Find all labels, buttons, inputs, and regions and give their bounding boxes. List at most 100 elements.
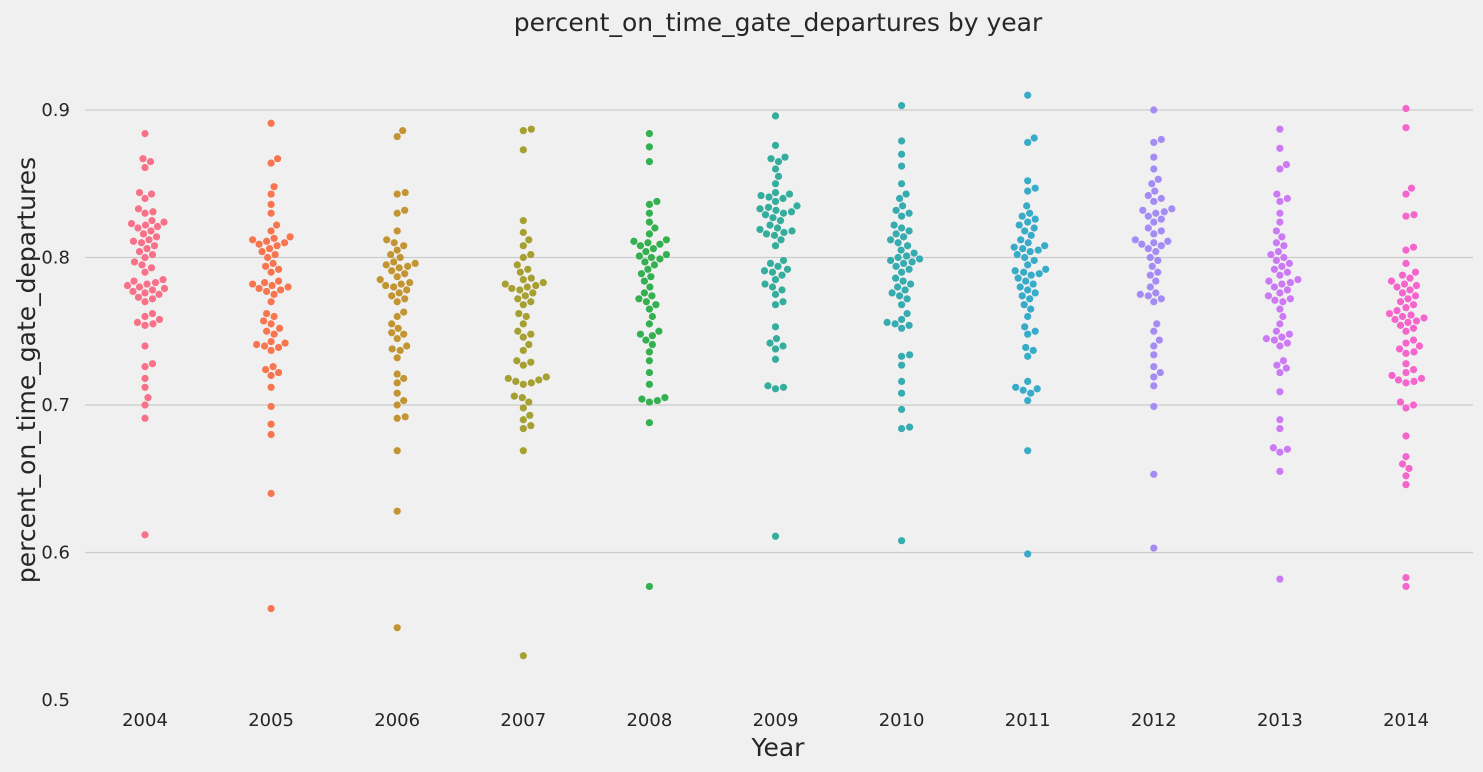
data-point-2005 — [260, 317, 268, 325]
data-point-2010 — [894, 239, 902, 247]
data-point-2011 — [1022, 277, 1030, 285]
data-point-2013 — [1278, 333, 1286, 341]
data-point-2011 — [1024, 330, 1032, 338]
data-point-2010 — [898, 224, 906, 232]
data-point-2008 — [645, 230, 654, 238]
data-point-2005 — [270, 183, 278, 191]
data-point-2013 — [1276, 218, 1284, 226]
data-point-2009 — [771, 301, 780, 309]
data-point-2008 — [655, 327, 663, 335]
data-point-2014 — [1387, 277, 1396, 285]
data-point-2006 — [387, 250, 395, 259]
data-point-2009 — [771, 532, 780, 540]
data-point-2008 — [645, 158, 654, 166]
data-point-2004 — [139, 155, 147, 163]
data-point-2014 — [1388, 371, 1396, 380]
data-point-2012 — [1157, 194, 1165, 203]
data-point-2014 — [1410, 377, 1418, 385]
data-point-2007 — [512, 377, 520, 385]
data-point-2007 — [527, 274, 535, 282]
data-point-2005 — [270, 290, 278, 298]
data-point-2013 — [1279, 298, 1287, 306]
data-point-2007 — [519, 652, 527, 660]
data-point-2013 — [1283, 194, 1291, 203]
data-point-2011 — [1021, 323, 1029, 331]
data-point-2011 — [1024, 239, 1032, 247]
data-point-2013 — [1278, 262, 1286, 270]
data-point-2004 — [130, 258, 139, 266]
data-point-2014 — [1391, 315, 1399, 324]
data-point-2006 — [401, 270, 409, 278]
data-point-2004 — [148, 250, 157, 259]
data-point-2007 — [527, 358, 535, 366]
x-tick-label: 2012 — [1131, 710, 1177, 731]
data-point-2009 — [785, 190, 794, 198]
data-point-2010 — [896, 292, 904, 300]
x-tick-label: 2004 — [122, 710, 168, 731]
data-point-2014 — [1405, 464, 1413, 473]
data-point-2005 — [274, 155, 282, 163]
data-point-2005 — [266, 245, 274, 253]
data-point-2014 — [1409, 301, 1418, 309]
data-point-2012 — [1148, 180, 1156, 188]
data-point-2010 — [910, 249, 918, 257]
data-point-2011 — [1027, 271, 1035, 279]
data-point-2004 — [150, 242, 159, 250]
data-point-2009 — [787, 208, 796, 216]
data-point-2008 — [635, 252, 644, 260]
data-point-2014 — [1409, 336, 1418, 344]
data-point-2010 — [898, 162, 906, 170]
data-point-2013 — [1267, 250, 1275, 259]
data-point-2006 — [393, 209, 401, 217]
data-point-2004 — [141, 194, 149, 203]
data-point-2004 — [143, 280, 151, 288]
data-point-2007 — [519, 447, 527, 455]
data-point-2007 — [519, 146, 527, 154]
data-point-2012 — [1148, 262, 1156, 270]
data-point-2007 — [525, 340, 533, 349]
data-point-2010 — [892, 206, 900, 214]
data-point-2010 — [907, 280, 915, 288]
data-point-2012 — [1150, 470, 1158, 478]
data-point-2004 — [139, 230, 148, 238]
data-point-2008 — [645, 419, 654, 427]
data-point-2009 — [766, 339, 774, 347]
data-point-2010 — [898, 137, 906, 145]
data-point-2004 — [146, 158, 155, 166]
data-point-2012 — [1150, 382, 1158, 390]
data-point-2004 — [141, 289, 149, 297]
data-point-2012 — [1150, 197, 1158, 206]
data-point-2011 — [1021, 227, 1029, 235]
data-point-2010 — [900, 259, 908, 267]
x-tick-label: 2009 — [753, 710, 799, 731]
data-point-2007 — [519, 416, 527, 424]
data-point-2014 — [1420, 314, 1428, 322]
data-point-2014 — [1400, 280, 1409, 288]
data-point-2006 — [401, 206, 409, 214]
data-point-2005 — [264, 253, 272, 262]
data-point-2014 — [1402, 212, 1410, 220]
data-point-2014 — [1402, 582, 1410, 591]
data-point-2006 — [400, 330, 408, 338]
data-point-2012 — [1150, 373, 1158, 381]
data-point-2013 — [1273, 190, 1281, 198]
data-point-2009 — [779, 298, 787, 306]
data-point-2006 — [401, 189, 409, 197]
data-point-2004 — [151, 278, 160, 287]
data-point-2013 — [1272, 256, 1280, 265]
data-point-2008 — [649, 245, 658, 253]
data-point-2006 — [390, 258, 398, 266]
data-point-2010 — [898, 425, 906, 433]
data-point-2012 — [1156, 368, 1164, 377]
data-point-2009 — [776, 217, 785, 225]
data-point-2005 — [267, 383, 275, 391]
data-point-2009 — [778, 286, 786, 294]
data-point-2009 — [771, 323, 780, 331]
data-point-2004 — [141, 342, 149, 350]
data-point-2004 — [141, 401, 149, 409]
data-point-2013 — [1276, 305, 1284, 313]
data-point-2004 — [133, 318, 142, 326]
data-point-2012 — [1150, 351, 1158, 359]
data-point-2006 — [390, 283, 398, 291]
data-point-2012 — [1150, 544, 1158, 552]
